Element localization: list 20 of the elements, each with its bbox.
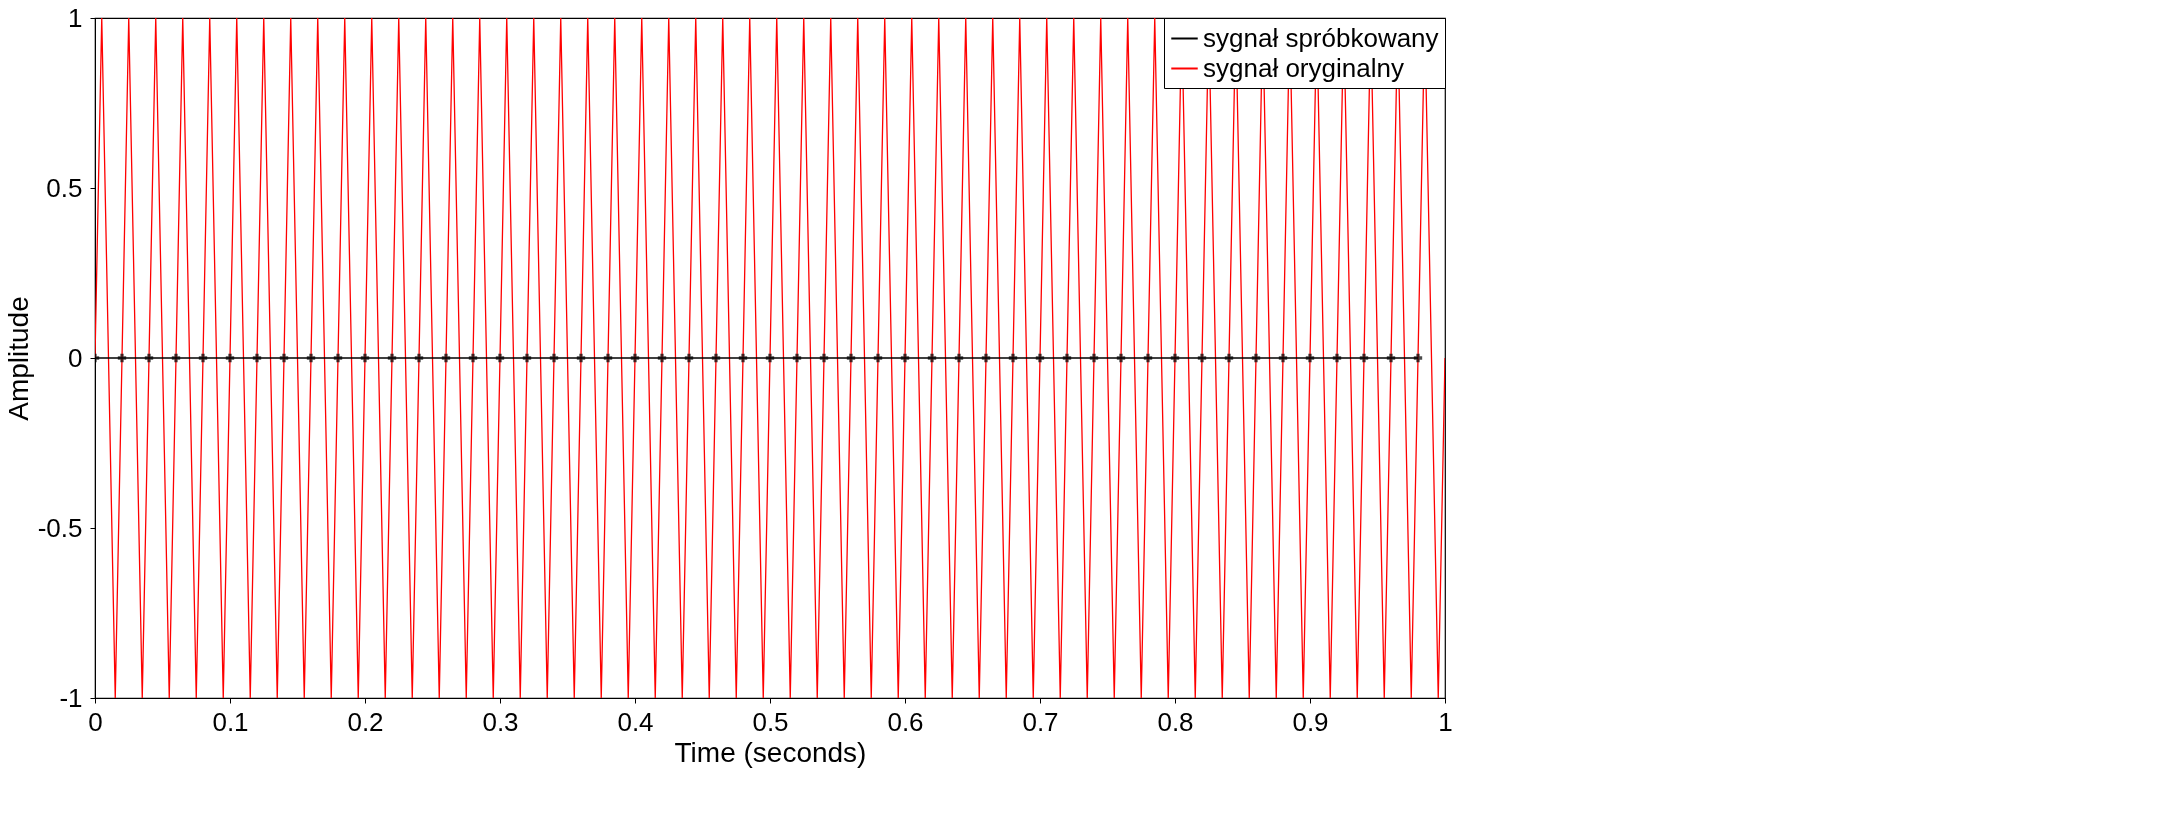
x-tick-label: 0.8	[1157, 706, 1194, 737]
x-tick-label: 0.3	[482, 706, 519, 737]
x-tick-label: 0.5	[752, 706, 789, 737]
y-tick-label: 0	[68, 342, 83, 373]
legend-label: sygnał spróbkowany	[1203, 22, 1439, 53]
x-axis-title: Time (seconds)	[674, 736, 867, 768]
legend-label: sygnał oryginalny	[1203, 52, 1404, 83]
y-axis-title: Amplitude	[2, 296, 34, 421]
y-tick-label: 0.5	[46, 172, 83, 203]
x-tick-label: 0.7	[1022, 706, 1059, 737]
y-tick-label: -1	[59, 682, 83, 713]
x-tick-label: 0	[88, 706, 103, 737]
x-tick-label: 0.4	[617, 706, 654, 737]
x-tick-label: 0.9	[1292, 706, 1329, 737]
x-tick-label: 0.6	[887, 706, 924, 737]
x-tick-label: 1	[1438, 706, 1453, 737]
x-tick-label: 0.2	[347, 706, 384, 737]
y-tick-label: 1	[68, 2, 83, 33]
y-tick-label: -0.5	[37, 512, 83, 543]
x-tick-label: 0.1	[212, 706, 249, 737]
